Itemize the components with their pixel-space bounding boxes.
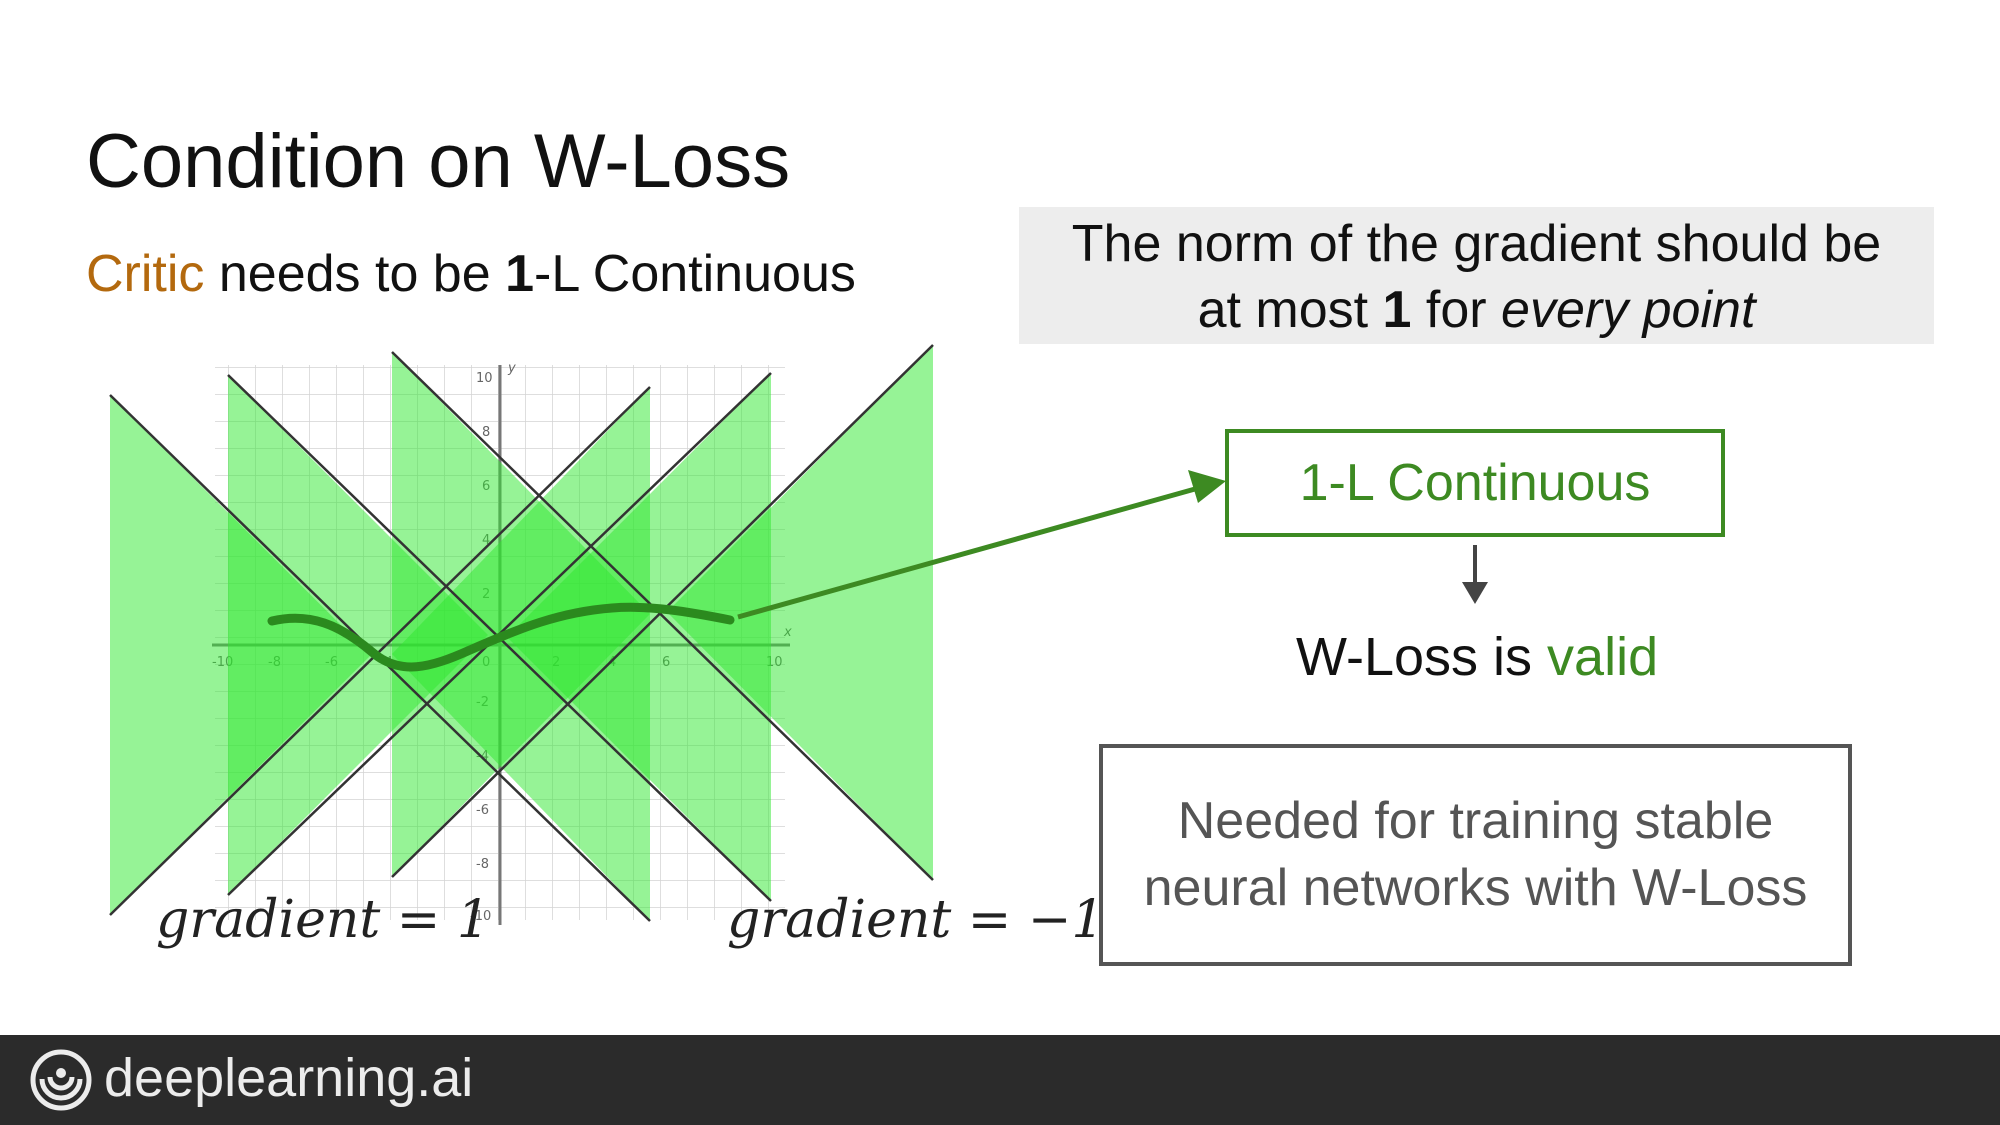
note-italic: every point xyxy=(1501,281,1756,339)
gradient-right-label: gradient = −1 xyxy=(727,890,1105,950)
brand-text: deeplearning.ai xyxy=(104,1048,474,1108)
deeplearning-logo-icon xyxy=(30,1049,92,1111)
cone-inner-right xyxy=(507,373,771,901)
y-tick-neg10: -10 xyxy=(470,909,491,924)
subtitle-text-b: -L Continuous xyxy=(534,245,856,303)
l-box-label: 1-L Continuous xyxy=(1299,454,1651,512)
y-tick-8: 8 xyxy=(482,425,490,440)
stable-line-1: Needed for training stable xyxy=(1177,792,1774,850)
arrow-to-l-box-head xyxy=(1188,470,1226,503)
gradient-norm-note: The norm of the gradient should be at mo… xyxy=(1019,207,1934,344)
footer-bar: deeplearning.ai xyxy=(0,1035,2000,1125)
arrow-to-l-box xyxy=(737,486,1196,620)
note-text-b: for xyxy=(1411,281,1502,339)
one-l-continuous-box: 1-L Continuous xyxy=(1225,429,1725,537)
subtitle-bold-one: 1 xyxy=(505,245,535,303)
critic-function-curve xyxy=(267,602,735,672)
stable-training-box: Needed for training stable neural networ… xyxy=(1099,744,1852,966)
stable-line-2: neural networks with W-Loss xyxy=(1143,859,1808,917)
down-arrow-head xyxy=(1462,582,1488,604)
edge-line-2 xyxy=(109,386,651,916)
note-bold-one: 1 xyxy=(1382,281,1412,339)
note-text-a: at most xyxy=(1197,281,1383,339)
slide-title: Condition on W-Loss xyxy=(86,119,791,204)
lipschitz-diagram: 10 8 6 4 2 -2 -4 -6 -8 -10 -10 -8 -6 -4 … xyxy=(109,344,1488,925)
valid-word: valid xyxy=(1547,627,1659,687)
gradient-left-label: gradient = 1 xyxy=(156,890,490,950)
cone-right xyxy=(667,345,933,880)
note-line-2: at most 1 for every point xyxy=(1019,277,1934,343)
subtitle: Critic needs to be 1-L Continuous xyxy=(86,244,856,304)
cone-center-mirror xyxy=(392,387,650,921)
y-axis-label: y xyxy=(507,361,516,376)
y-tick-neg8: -8 xyxy=(476,857,489,872)
y-tick-neg6: -6 xyxy=(476,803,489,818)
y-tick-10: 10 xyxy=(476,371,493,386)
wloss-prefix: W-Loss is xyxy=(1296,627,1548,687)
note-line-1: The norm of the gradient should be xyxy=(1071,215,1882,273)
edge-line-5 xyxy=(391,351,934,881)
critic-word: Critic xyxy=(86,245,205,303)
wloss-valid-text: W-Loss is valid xyxy=(1296,626,1658,688)
subtitle-text-a: needs to be xyxy=(204,245,506,303)
